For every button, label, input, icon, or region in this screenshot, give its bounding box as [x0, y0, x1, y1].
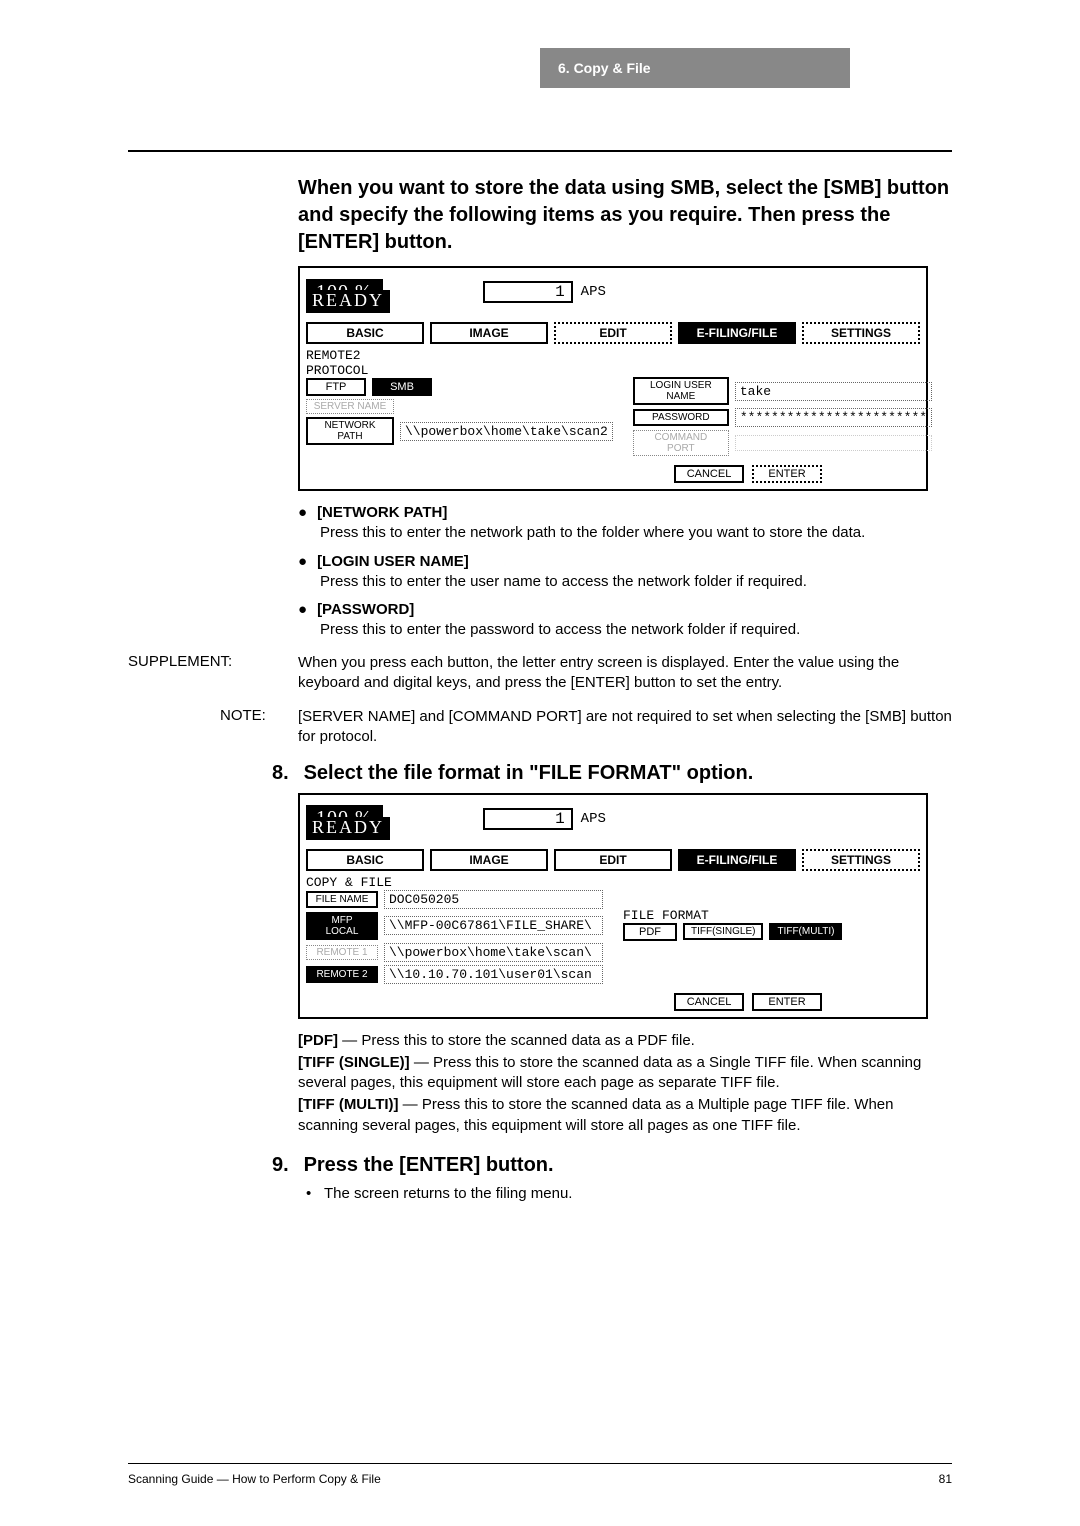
mfplocal-button[interactable]: MFP LOCAL — [306, 912, 378, 940]
step8-heading: 8. Select the file format in "FILE FORMA… — [272, 762, 952, 785]
format-pdf: [PDF] — Press this to store the scanned … — [298, 1031, 952, 1051]
count-box-2: 1 — [483, 808, 573, 830]
tab-efiling[interactable]: E-FILING/FILE — [678, 322, 796, 344]
step9-heading: 9. Press the [ENTER] button. — [272, 1154, 952, 1177]
smb-button[interactable]: SMB — [372, 378, 432, 396]
footer-left: Scanning Guide — How to Perform Copy & F… — [128, 1472, 381, 1486]
pdf-button[interactable]: PDF — [623, 923, 677, 941]
step9-title: Press the [ENTER] button. — [304, 1154, 554, 1176]
command-port-button: COMMAND PORT — [633, 430, 729, 456]
ftp-button[interactable]: FTP — [306, 378, 366, 396]
cancel-button[interactable]: CANCEL — [674, 465, 744, 483]
footer-right: 81 — [939, 1472, 952, 1486]
step9-num: 9. — [272, 1154, 298, 1177]
bullet-password: [PASSWORD] Press this to enter the passw… — [298, 600, 952, 641]
tiffmulti-button[interactable]: TIFF(MULTI) — [769, 923, 842, 940]
ready-label: READY — [306, 290, 390, 313]
ss2-footer: CANCEL ENTER — [570, 993, 926, 1017]
aps-label-2: APS — [581, 811, 606, 827]
screenshot-fileformat: 100 % 1 APS READY BASIC IMAGE EDIT E-FIL… — [298, 793, 928, 1019]
filename-button[interactable]: FILE NAME — [306, 891, 378, 908]
ss2-tabs: BASIC IMAGE EDIT E-FILING/FILE SETTINGS — [300, 843, 926, 871]
tiffsingle-button[interactable]: TIFF(SINGLE) — [683, 923, 763, 940]
ready-label-2: READY — [306, 817, 390, 840]
np-title: [NETWORK PATH] — [298, 504, 447, 521]
note-label: NOTE: — [220, 707, 266, 724]
password-button[interactable]: PASSWORD — [633, 409, 729, 426]
screenshot-smb: 100 % 1 APS READY BASIC IMAGE EDIT E-FIL… — [298, 266, 928, 491]
lu-text: Press this to enter the user name to acc… — [320, 572, 952, 592]
remote1-value: \\powerbox\home\take\scan\ — [384, 943, 603, 962]
supplement-text: When you press each button, the letter e… — [298, 653, 952, 694]
ss-body: REMOTE2 PROTOCOL FTP SMB SERVER NAME NET… — [300, 344, 926, 465]
remote1-button: REMOTE 1 — [306, 945, 378, 960]
page-content: When you want to store the data using SM… — [128, 175, 952, 1202]
bullet-network-path: [NETWORK PATH] Press this to enter the n… — [298, 503, 952, 544]
command-port-value — [735, 435, 932, 451]
step8-num: 8. — [272, 762, 298, 785]
copyfile-label: COPY & FILE — [306, 875, 920, 890]
chapter-bar: 6. Copy & File — [540, 48, 850, 88]
note-block: NOTE: [SERVER NAME] and [COMMAND PORT] a… — [128, 707, 952, 748]
ss-tabs: BASIC IMAGE EDIT E-FILING/FILE SETTINGS — [300, 316, 926, 344]
login-user-value: take — [735, 382, 932, 401]
step9-bullet: The screen returns to the filing menu. — [324, 1185, 952, 1202]
smb-heading: When you want to store the data using SM… — [298, 175, 952, 256]
login-user-button[interactable]: LOGIN USER NAME — [633, 377, 729, 405]
supplement-block: SUPPLEMENT: When you press each button, … — [128, 653, 952, 694]
footer-rule — [128, 1463, 952, 1464]
tab2-edit[interactable]: EDIT — [554, 849, 672, 871]
tab2-basic[interactable]: BASIC — [306, 849, 424, 871]
remote2-value: \\10.10.70.101\user01\scan — [384, 965, 603, 984]
ss2-body: COPY & FILE FILE NAME DOC050205 MFP LOCA… — [300, 871, 926, 993]
server-name-button: SERVER NAME — [306, 399, 394, 414]
smb-bullets: [NETWORK PATH] Press this to enter the n… — [298, 503, 952, 641]
enter-button-2[interactable]: ENTER — [752, 993, 822, 1011]
tab-image[interactable]: IMAGE — [430, 322, 548, 344]
aps-label: APS — [581, 284, 606, 300]
remote2-button[interactable]: REMOTE 2 — [306, 966, 378, 983]
pw-title: [PASSWORD] — [298, 601, 414, 618]
pw-text: Press this to enter the password to acce… — [320, 620, 952, 640]
remote2-label: REMOTE2 — [306, 348, 920, 363]
ss-header: 100 % 1 APS READY — [300, 268, 926, 316]
filename-value: DOC050205 — [384, 890, 603, 909]
mfplocal-value: \\MFP-00C67861\FILE_SHARE\ — [384, 916, 603, 935]
network-path-value: \\powerbox\home\take\scan2 — [400, 422, 613, 441]
tab2-efiling[interactable]: E-FILING/FILE — [678, 849, 796, 871]
fileformat-label: FILE FORMAT — [623, 908, 920, 923]
format-tiffm: [TIFF (MULTI)] — Press this to store the… — [298, 1095, 952, 1136]
enter-button[interactable]: ENTER — [752, 465, 822, 483]
ss-footer: CANCEL ENTER — [570, 465, 926, 489]
tab-basic[interactable]: BASIC — [306, 322, 424, 344]
tab-edit[interactable]: EDIT — [554, 322, 672, 344]
supplement-label: SUPPLEMENT: — [128, 653, 232, 670]
format-tiffs: [TIFF (SINGLE)] — Press this to store th… — [298, 1053, 952, 1094]
step8-title: Select the file format in "FILE FORMAT" … — [304, 762, 754, 784]
count-box: 1 — [483, 281, 573, 303]
ss2-header: 100 % 1 APS READY — [300, 795, 926, 843]
horizontal-rule — [128, 150, 952, 152]
tab2-settings[interactable]: SETTINGS — [802, 849, 920, 871]
np-text: Press this to enter the network path to … — [320, 523, 952, 543]
note-text: [SERVER NAME] and [COMMAND PORT] are not… — [298, 707, 952, 748]
protocol-label: PROTOCOL — [306, 363, 613, 378]
lu-title: [LOGIN USER NAME] — [298, 553, 469, 570]
tab2-image[interactable]: IMAGE — [430, 849, 548, 871]
network-path-button[interactable]: NETWORK PATH — [306, 417, 394, 445]
cancel-button-2[interactable]: CANCEL — [674, 993, 744, 1011]
tab-settings[interactable]: SETTINGS — [802, 322, 920, 344]
bullet-login-user: [LOGIN USER NAME] Press this to enter th… — [298, 552, 952, 593]
password-value: ************************ — [735, 408, 932, 427]
